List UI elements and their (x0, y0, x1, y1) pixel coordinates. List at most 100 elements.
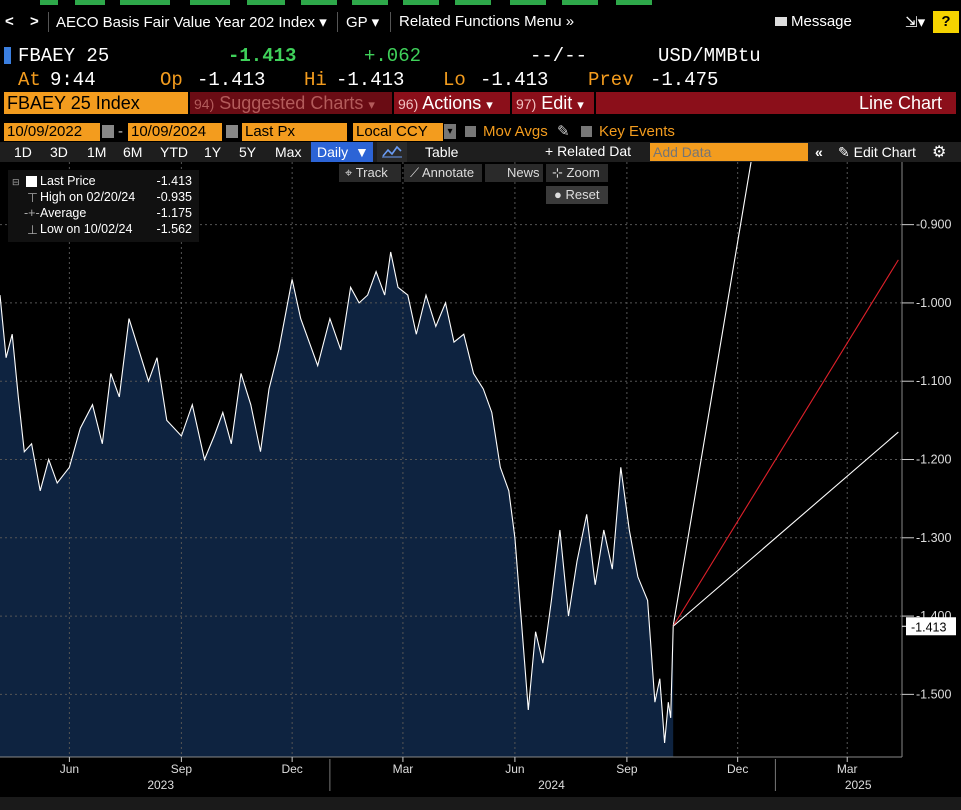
ticker-marker (4, 47, 11, 64)
legend-low: ⊥ Low on 10/02/24 -1.562 (8, 222, 199, 238)
y-tick-label: -1.200 (916, 453, 951, 467)
menu-bar: < > AECO Basis Fair Value Year 202 Index… (0, 8, 961, 36)
open-value: -1.413 (197, 69, 266, 91)
high-value: -1.413 (336, 69, 405, 91)
track-label: Track (355, 165, 388, 180)
quote-time: 9:44 (50, 69, 96, 91)
currency-select[interactable]: Local CCY (353, 123, 443, 141)
collapse-icon[interactable]: « (815, 144, 823, 160)
track-button[interactable]: ⌖ Track (339, 164, 401, 182)
security-title: AECO Basis Fair Value Year 202 Index (56, 14, 316, 31)
suggested-num: 94) (194, 96, 215, 112)
pencil-icon[interactable]: ✎ (557, 123, 570, 140)
start-date-input[interactable]: 10/09/2022 (4, 123, 100, 141)
pencil-icon: ⟋ (410, 165, 420, 180)
launchpad-tab[interactable] (352, 0, 388, 5)
line-chart-toggle[interactable] (377, 142, 407, 162)
caret-down-icon: ▾ (486, 97, 493, 112)
chevron-down-icon[interactable]: ▾ (444, 124, 456, 139)
forward-button[interactable]: > (30, 13, 39, 30)
legend-low-value: -1.562 (156, 222, 192, 236)
frequency-value: Daily (317, 144, 349, 160)
period-5y[interactable]: 5Y (239, 144, 257, 160)
price-area-fill (0, 252, 674, 757)
period-ytd[interactable]: YTD (160, 144, 188, 160)
ticker: FBAEY 25 (18, 45, 110, 67)
actions-button[interactable]: 96) Actions ▾ (394, 92, 510, 114)
related-data-button[interactable]: + Related Dat (545, 143, 631, 159)
quote-line-2: At 9:44 Op -1.413 Hi -1.413 Lo -1.413 Pr… (0, 68, 961, 92)
x-tick-label: Dec (281, 762, 302, 776)
caret-down-icon: ▾ (577, 97, 584, 112)
launchpad-tab[interactable] (562, 0, 598, 5)
launchpad-tab[interactable] (403, 0, 439, 5)
annotate-button[interactable]: ⟋ Annotate (404, 164, 482, 182)
edit-chart-button[interactable]: ✎ Edit Chart (838, 144, 916, 161)
actions-num: 96) (398, 96, 419, 112)
x-tick-label: Dec (727, 762, 748, 776)
y-tick-label: -1.500 (916, 687, 951, 701)
divider (390, 12, 391, 32)
gear-icon[interactable]: ⚙ (932, 144, 947, 161)
window-options-icon[interactable]: ⇲▾ (905, 14, 926, 31)
news-button[interactable]: News (485, 164, 543, 182)
table-button[interactable]: Table (425, 144, 459, 160)
reset-icon: ● (554, 187, 562, 202)
launchpad-tab[interactable] (75, 0, 105, 5)
field-select[interactable]: Last Px (242, 123, 347, 141)
message-button[interactable]: Message (775, 13, 852, 30)
launchpad-tab[interactable] (247, 0, 285, 5)
calendar-icon[interactable] (226, 125, 238, 138)
reset-button[interactable]: ● Reset (546, 186, 608, 204)
help-button[interactable]: ? (933, 11, 959, 33)
gp-dropdown[interactable]: GP ▾ (346, 13, 379, 31)
price-chart[interactable]: -0.900-1.000-1.100-1.200-1.300-1.400-1.5… (0, 162, 961, 797)
trend-line (672, 259, 899, 627)
units: USD/MMBtu (658, 45, 761, 67)
prev-value: -1.475 (650, 69, 719, 91)
launchpad-tab[interactable] (301, 0, 337, 5)
end-date-input[interactable]: 10/09/2024 (128, 123, 222, 141)
message-label: Message (791, 13, 852, 30)
edit-button[interactable]: 97) Edit ▾ (512, 92, 594, 114)
launchpad-tab[interactable] (616, 0, 652, 5)
y-tick-label: -0.900 (916, 218, 951, 232)
top-strip (0, 0, 961, 6)
last-price-tag (906, 617, 956, 636)
period-1m[interactable]: 1M (87, 144, 107, 160)
collapse-icon[interactable]: ⊟ (12, 177, 20, 187)
frequency-dropdown[interactable]: Daily ▼ (311, 142, 373, 162)
zoom-button[interactable]: ⊹ Zoom (546, 164, 608, 182)
mov-avgs-checkbox[interactable] (465, 126, 476, 137)
y-tick-label: -1.100 (916, 374, 951, 388)
period-3d[interactable]: 3D (50, 144, 68, 160)
security-title-dropdown[interactable]: AECO Basis Fair Value Year 202 Index ▾ (56, 13, 327, 31)
period-6m[interactable]: 6M (123, 144, 143, 160)
back-button[interactable]: < (5, 13, 14, 30)
related-functions-menu[interactable]: Related Functions Menu » (399, 13, 574, 30)
security-input[interactable]: FBAEY 25 Index (4, 92, 188, 114)
add-data-input[interactable] (650, 143, 808, 161)
legend-average: -+- Average -1.175 (8, 206, 199, 222)
footer-bar (0, 797, 961, 810)
launchpad-tab[interactable] (40, 0, 58, 5)
high-marker-icon: ⊤ (27, 191, 38, 205)
end-date: 10/09/2024 (131, 123, 207, 140)
period-1y[interactable]: 1Y (204, 144, 222, 160)
chart-legend: ⊟ Last Price -1.413 ⊤ High on 02/20/24 -… (8, 170, 199, 242)
launchpad-tab[interactable] (120, 0, 170, 5)
trend-line (672, 162, 752, 627)
launchpad-tab[interactable] (510, 0, 546, 5)
period-1d[interactable]: 1D (14, 144, 32, 160)
trend-line (672, 431, 899, 627)
launchpad-tab[interactable] (190, 0, 230, 5)
key-events-checkbox[interactable] (581, 126, 592, 137)
launchpad-tab[interactable] (455, 0, 491, 5)
zoom-icon: ⊹ (552, 165, 563, 180)
period-max[interactable]: Max (275, 144, 302, 160)
calendar-icon[interactable] (102, 125, 114, 138)
suggested-charts-button[interactable]: 94) Suggested Charts ▾ (190, 92, 392, 114)
legend-last-value: -1.413 (156, 174, 192, 188)
high-label: Hi (304, 69, 327, 91)
at-label: At (18, 69, 41, 91)
